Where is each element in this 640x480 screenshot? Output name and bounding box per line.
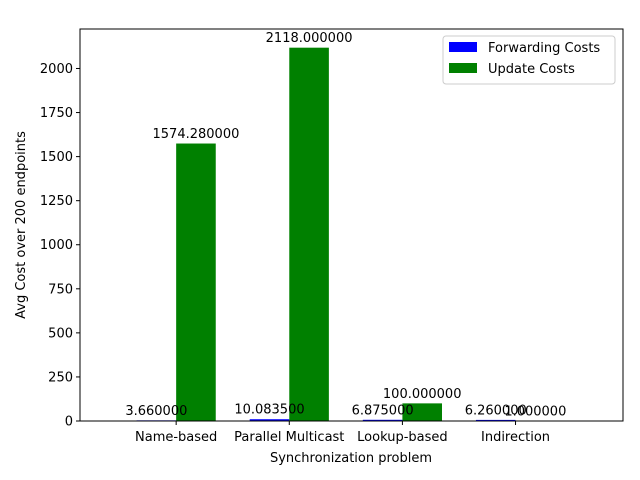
- legend: Forwarding Costs Update Costs: [442, 35, 616, 85]
- legend-label-update-costs: Update Costs: [488, 62, 575, 77]
- bar-update-costs-name-based: [176, 143, 216, 421]
- data-label-update-costs-parallel-multicast: 2118.000000: [266, 31, 353, 46]
- data-label-forwarding-costs-name-based: 3.660000: [125, 404, 187, 419]
- plot-area: [80, 29, 623, 421]
- y-axis: 0 250 500 750 1000 1250 1500 1750 2000: [40, 62, 80, 430]
- data-label-forwarding-costs-indirection: 6.260000: [465, 403, 527, 418]
- data-label-update-costs-name-based: 1574.280000: [153, 127, 240, 142]
- y-tick-label: 0: [65, 415, 73, 430]
- data-labels-group: 3.660000 10.083500 6.875000 6.260000 1574.28…: [125, 31, 566, 419]
- data-label-update-costs-lookup-based: 100.000000: [383, 387, 462, 402]
- bar-update-costs-lookup-based: [402, 403, 442, 421]
- x-tick-label-indirection: Indirection: [481, 430, 550, 445]
- y-tick-label: 1250: [40, 194, 73, 209]
- bar-forwarding-costs-lookup-based: [362, 419, 403, 421]
- y-tick-label: 250: [48, 370, 73, 385]
- y-tick-label: 1000: [40, 238, 73, 253]
- legend-swatch-update-costs: [449, 63, 477, 73]
- y-axis-label: Avg Cost over 200 endpoints: [14, 131, 29, 319]
- data-label-forwarding-costs-parallel-multicast: 10.083500: [234, 403, 304, 418]
- legend-frame: [442, 35, 616, 85]
- y-tick-label: 1500: [40, 150, 73, 165]
- data-label-update-costs-indirection: 1.000000: [504, 404, 566, 419]
- x-axis: Name-based Parallel Multicast Lookup-based…: [135, 421, 550, 445]
- bar-forwarding-costs-parallel-multicast: [249, 419, 290, 421]
- y-tick-label: 750: [48, 282, 73, 297]
- bars-group: [136, 47, 556, 422]
- x-tick-label-lookup-based: Lookup-based: [357, 430, 447, 445]
- plot-frame: [79, 28, 624, 422]
- legend-label-forwarding-costs: Forwarding Costs: [488, 41, 600, 56]
- y-tick-label: 1750: [40, 106, 73, 121]
- legend-swatch-forwarding-costs: [449, 42, 477, 52]
- x-tick-label-parallel-multicast: Parallel Multicast: [234, 430, 344, 445]
- y-tick-label: 2000: [40, 62, 73, 77]
- x-tick-label-name-based: Name-based: [135, 430, 217, 445]
- bar-update-costs-parallel-multicast: [289, 47, 329, 422]
- x-axis-label: Synchronization problem: [270, 451, 432, 466]
- data-label-forwarding-costs-lookup-based: 6.875000: [352, 403, 414, 418]
- y-tick-label: 500: [48, 326, 73, 341]
- bar-forwarding-costs-indirection: [475, 419, 516, 421]
